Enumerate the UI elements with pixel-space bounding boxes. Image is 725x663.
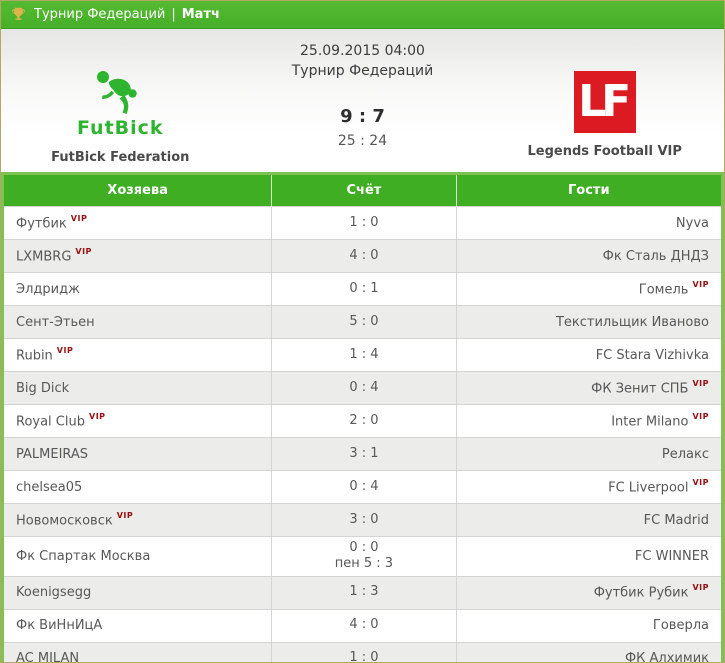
away-team-name: Legends Football VIP: [527, 144, 682, 159]
match-score: 1 : 0: [349, 214, 379, 230]
vip-badge: VIP: [75, 246, 92, 256]
match-total-score: 9 : 7: [340, 105, 385, 127]
host-team-name: Новомосковск: [16, 513, 113, 529]
table-row: Фк ВиНнИцА 4 : 0 Говерла: [2, 608, 723, 642]
match-score: 3 : 0: [349, 511, 379, 527]
match-score: 0 : 0: [349, 540, 379, 555]
vip-badge: VIP: [692, 279, 709, 289]
table-row: Элдридж 0 : 1 Гомель VIP: [2, 272, 723, 306]
table-row: Koenigsegg 1 : 3 Футбик Рубик VIP: [2, 575, 723, 609]
match-score: 0 : 4: [349, 379, 379, 395]
vip-badge: VIP: [56, 345, 74, 355]
match-info: 25.09.2015 04:00 Турнир Федераций 9 : 7 …: [240, 29, 486, 172]
host-team-name: Футбик: [16, 216, 67, 232]
match-datetime: 25.09.2015 04:00: [300, 43, 425, 59]
table-row: LXMBRG VIP 4 : 0 Фк Сталь ДНДЗ: [2, 239, 723, 273]
guest-team-name: FC WINNER: [634, 548, 709, 564]
home-team-logo-text: FutBick: [77, 117, 164, 139]
vip-badge: VIP: [116, 510, 134, 520]
vip-badge: VIP: [692, 378, 709, 388]
host-team-name: Элдридж: [16, 281, 80, 297]
guest-team-name: FC Stara Vizhivka: [595, 347, 709, 363]
col-header-hosts: Хозяева: [2, 173, 272, 207]
home-team-name: FutBick Federation: [51, 150, 190, 165]
table-row: PALMEIRAS 3 : 1 Релакс: [2, 437, 723, 471]
guest-team-name: Текстильщик Иваново: [555, 314, 709, 330]
match-score: 1 : 0: [349, 650, 379, 663]
match-header: FutBick FutBick Federation 25.09.2015 04…: [1, 29, 724, 172]
match-score: 0 : 1: [349, 280, 379, 296]
table-header-row: Хозяева Счёт Гости: [2, 173, 723, 207]
guest-team-name: Футбик Рубик: [593, 585, 689, 601]
table-row: chelsea05 0 : 4 FC Liverpool VIP: [2, 470, 723, 504]
vip-badge: VIP: [692, 477, 709, 487]
table-row: Big Dick 0 : 4 ФК Зенит СПБ VIP: [2, 371, 723, 405]
match-sub-score: 25 : 24: [337, 132, 388, 149]
penalty-score: пен 5 : 3: [334, 556, 394, 572]
away-team: LF Legends Football VIP: [485, 29, 724, 172]
host-team-name: LXMBRG: [16, 249, 72, 265]
col-header-score: Счёт: [271, 173, 457, 207]
guest-team-name: Релакс: [661, 446, 709, 462]
host-team-name: AC MILAN: [16, 651, 80, 663]
host-team-name: PALMEIRAS: [16, 446, 89, 462]
table-row: Сент-Этьен 5 : 0 Текстильщик Иваново: [2, 305, 723, 339]
guest-team-name: Говерла: [652, 618, 709, 633]
away-team-logo[interactable]: LF: [573, 71, 636, 133]
guest-team-name: Фк Сталь ДНДЗ: [602, 248, 709, 264]
vip-badge: VIP: [89, 411, 106, 421]
breadcrumb-tournament[interactable]: Турнир Федераций: [34, 7, 166, 22]
lf-logo-text: LF: [578, 76, 631, 127]
host-team-name: Сент-Этьен: [16, 314, 95, 330]
match-score: 2 : 0: [349, 412, 379, 428]
host-team-name: Royal Club: [16, 414, 85, 430]
table-row: Rubin VIP 1 : 4 FC Stara Vizhivka: [2, 338, 723, 372]
home-team: FutBick FutBick Federation: [1, 29, 240, 172]
match-score: 0 : 4: [349, 478, 379, 494]
match-score: 5 : 0: [349, 313, 379, 329]
breadcrumb-match: Матч: [181, 7, 220, 22]
table-row: Фк Спартак Москва 0 : 0 пен 5 : 3 FC WIN…: [2, 536, 723, 576]
host-team-name: Koenigsegg: [16, 585, 92, 600]
table-row: AC MILAN 1 : 0 ФК Алхимик: [2, 641, 723, 663]
guest-team-name: Гомель: [638, 282, 689, 298]
guest-team-name: FC Liverpool: [608, 480, 689, 496]
match-tournament-title: Турнир Федераций: [291, 63, 434, 80]
match-score: 3 : 1: [349, 445, 379, 461]
table-row: Футбик VIP 1 : 0 Nyva: [2, 206, 723, 240]
match-score: 4 : 0: [349, 617, 379, 633]
breadcrumb-separator: |: [171, 7, 176, 22]
host-team-name: Фк ВиНнИцА: [16, 618, 103, 633]
match-score: 1 : 4: [349, 346, 379, 362]
table-row: Royal Club VIP 2 : 0 Inter Milano VIP: [2, 404, 723, 438]
guest-team-name: FC Madrid: [643, 512, 709, 528]
host-team-name: Фк Спартак Москва: [16, 548, 151, 564]
match-table-body: Футбик VIP 1 : 0 Nyva LXMBRG VIP 4 : 0 Фк …: [2, 206, 723, 663]
vip-badge: VIP: [692, 411, 709, 421]
breadcrumb: Турнир Федераций | Матч: [1, 1, 724, 29]
table-row: Новомосковск VIP 3 : 0 FC Madrid: [2, 503, 723, 537]
guest-team-name: ФК Зенит СПБ: [591, 381, 689, 397]
match-score: 1 : 3: [349, 584, 379, 600]
guest-team-name: Nyva: [675, 215, 709, 231]
trophy-icon: [11, 7, 26, 22]
futbick-player-icon: [94, 69, 146, 119]
col-header-guests: Гости: [455, 173, 723, 207]
match-score: 4 : 0: [349, 247, 379, 263]
host-team-name: Big Dick: [16, 380, 70, 396]
vip-badge: VIP: [692, 583, 709, 593]
host-team-name: chelsea05: [16, 479, 83, 495]
vip-badge: VIP: [70, 213, 88, 223]
home-team-logo[interactable]: FutBick: [77, 69, 164, 139]
host-team-name: Rubin: [16, 348, 53, 364]
match-table: Хозяева Счёт Гости Футбик VIP 1 : 0 Nyva …: [1, 172, 724, 663]
guest-team-name: Inter Milano: [611, 414, 689, 430]
guest-team-name: ФК Алхимик: [624, 651, 709, 663]
